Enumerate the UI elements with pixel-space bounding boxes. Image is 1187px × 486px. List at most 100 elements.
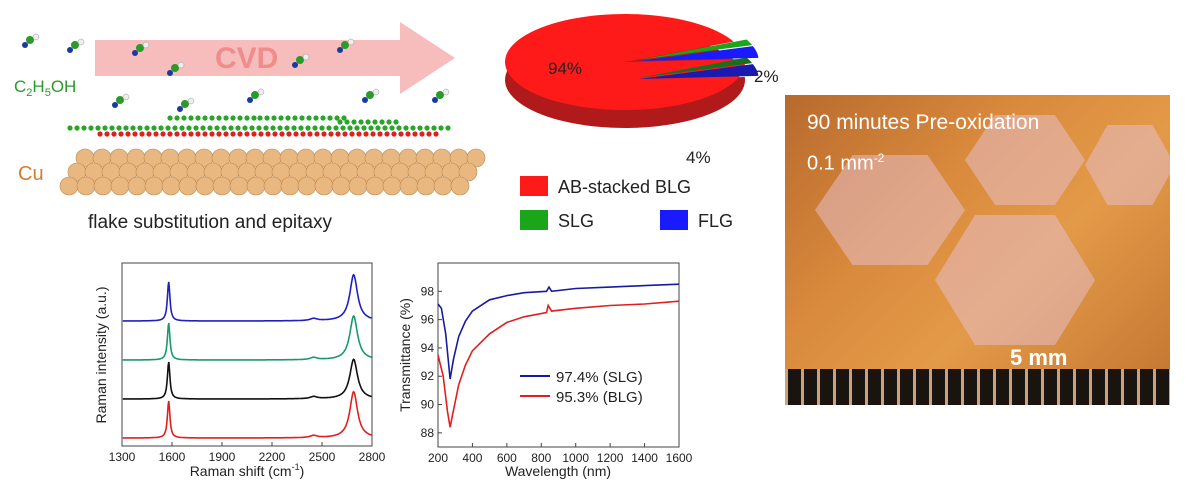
carbon-atom [347,125,353,131]
hydrogen-atom [32,33,40,41]
carbon-atom [153,131,159,137]
carbon-atom [237,131,243,137]
legend-swatch-flg [660,210,688,230]
carbon-atom [314,131,320,137]
carbon-atom [116,96,124,104]
carbon-atom [445,125,451,131]
copper-atom [127,176,147,196]
carbon-atom [337,119,343,125]
oxygen-atom [432,97,438,103]
pie-chart [505,14,759,129]
carbon-atom [363,131,369,137]
trans-x-tick-label: 200 [428,451,448,465]
carbon-atom [230,131,236,137]
carbon-atom [341,115,347,121]
hydrogen-atom [77,38,85,46]
carbon-atom [214,125,220,131]
raman-axes-frame [121,262,373,447]
carbon-atom [393,119,399,125]
carbon-atom [221,125,227,131]
hydrogen-atom [302,53,310,61]
legend-label-blg-trans: 95.3% (BLG) [556,389,643,406]
carbon-atom [111,131,117,137]
carbon-atom [95,125,101,131]
copper-atom [110,176,130,196]
hydrogen-atom [442,88,450,96]
carbon-atom [344,119,350,125]
carbon-atom [228,125,234,131]
raman-spectrum-line [122,273,372,322]
carbon-atom [209,131,215,137]
carbon-atom [396,125,402,131]
carbon-atom [313,115,319,121]
carbon-atom [358,119,364,125]
trans-y-tick-label: 92 [421,369,435,383]
trans-x-tick-label: 400 [462,451,482,465]
carbon-atom [195,115,201,121]
copper-atom [178,176,198,196]
carbon-atom [130,125,136,131]
cvd-schematic: CVD C2H5OH Cu flake substitution and epi… [14,22,486,233]
ethanol-molecules [22,33,450,112]
carbon-atom [136,44,144,52]
carbon-atom [386,119,392,125]
graphene-domain [1085,125,1170,205]
legend-swatch-blg [520,176,548,196]
carbon-atom [300,131,306,137]
carbon-atom [244,131,250,137]
trans-x-tick-label: 1000 [562,451,589,465]
copper-atom [263,176,283,196]
copper-atom [331,176,351,196]
carbon-atom [118,131,124,137]
carbon-atom [242,125,248,131]
carbon-atom [351,119,357,125]
carbon-atom [424,125,430,131]
carbon-atom [158,125,164,131]
carbon-atom [291,125,297,131]
carbon-atom [391,131,397,137]
precursor-label: C2H5OH [14,77,76,99]
carbon-atom [244,115,250,121]
schematic-caption: flake substitution and epitaxy [88,212,332,233]
copper-atom [314,176,334,196]
graphene-domain [965,115,1085,205]
hydrogen-atom [177,61,185,69]
trans-series-line [437,300,680,428]
carbon-atom [279,131,285,137]
copper-atom [195,176,215,196]
carbon-atom [366,91,374,99]
pie-legend: AB-stacked BLG SLG FLG [520,176,733,231]
carbon-atom [104,131,110,137]
trans-x-label: Wavelength (nm) [505,463,611,479]
trans-y-label: Transmittance (%) [397,298,413,412]
carbon-atom [334,115,340,121]
carbon-atom [181,115,187,121]
carbon-atom [370,131,376,137]
carbon-atom [193,125,199,131]
carbon-atom [132,131,138,137]
carbon-atom [320,115,326,121]
carbon-atom [341,41,349,49]
carbon-atom [264,115,270,121]
trans-x-tick-label: 1600 [666,451,693,465]
carbon-atom [365,119,371,125]
legend-label-blg: AB-stacked BLG [558,177,691,197]
substrate-label: Cu [18,163,44,185]
carbon-atom [305,125,311,131]
copper-atom [466,148,486,168]
carbon-atom [74,125,80,131]
carbon-atom [181,100,189,108]
copper-atom [76,176,96,196]
carbon-atom [172,125,178,131]
carbon-atom [326,125,332,131]
carbon-atom [389,125,395,131]
carbon-atom [431,125,437,131]
copper-atom [365,176,385,196]
carbon-atom [263,125,269,131]
carbon-atom [195,131,201,137]
photo-density: 0.1 mm-2 [807,151,885,175]
carbon-atom [237,115,243,121]
carbon-atom [372,119,378,125]
carbon-atom [181,131,187,137]
copper-atom [450,176,470,196]
